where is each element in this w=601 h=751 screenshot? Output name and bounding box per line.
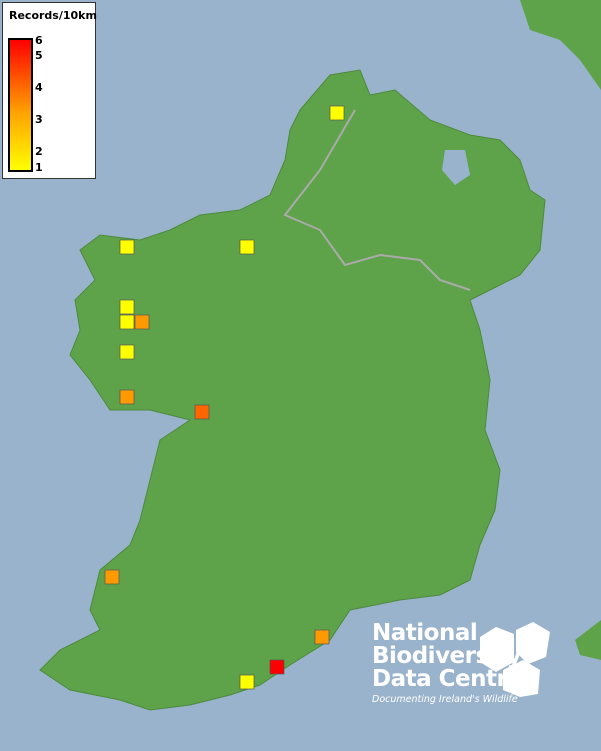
record-square[interactable] — [104, 569, 120, 585]
record-square[interactable] — [119, 344, 135, 360]
legend: Records/10km 6 5 4 3 2 1 — [2, 2, 97, 179]
record-square[interactable] — [314, 629, 330, 645]
ni-border — [283, 109, 471, 291]
ireland-landmass — [39, 69, 546, 711]
legend-tick: 3 — [35, 113, 43, 126]
scotland-landmass — [520, 0, 601, 90]
legend-color-scale — [8, 38, 33, 172]
legend-tick: 6 — [35, 34, 43, 47]
record-square[interactable] — [119, 389, 135, 405]
legend-tick: 1 — [35, 161, 43, 174]
lough-neagh — [442, 150, 470, 185]
record-square[interactable] — [269, 659, 285, 675]
record-square[interactable] — [119, 314, 135, 330]
logo-tagline: Documenting Ireland's Wildlife — [372, 694, 518, 705]
legend-tick: 2 — [35, 145, 43, 158]
record-square[interactable] — [239, 239, 255, 255]
logo-line: Data Centre — [372, 666, 523, 692]
legend-tick: 5 — [35, 49, 43, 62]
logo-hexagons-icon — [480, 622, 550, 697]
record-square[interactable] — [329, 105, 345, 121]
legend-tick: 4 — [35, 81, 43, 94]
record-square[interactable] — [119, 299, 135, 315]
wales-landmass — [575, 620, 601, 660]
logo-line: National — [372, 620, 478, 646]
record-square[interactable] — [119, 239, 135, 255]
legend-title: Records/10km — [9, 9, 97, 22]
record-square[interactable] — [194, 404, 210, 420]
record-square[interactable] — [134, 314, 150, 330]
record-square[interactable] — [239, 674, 255, 690]
